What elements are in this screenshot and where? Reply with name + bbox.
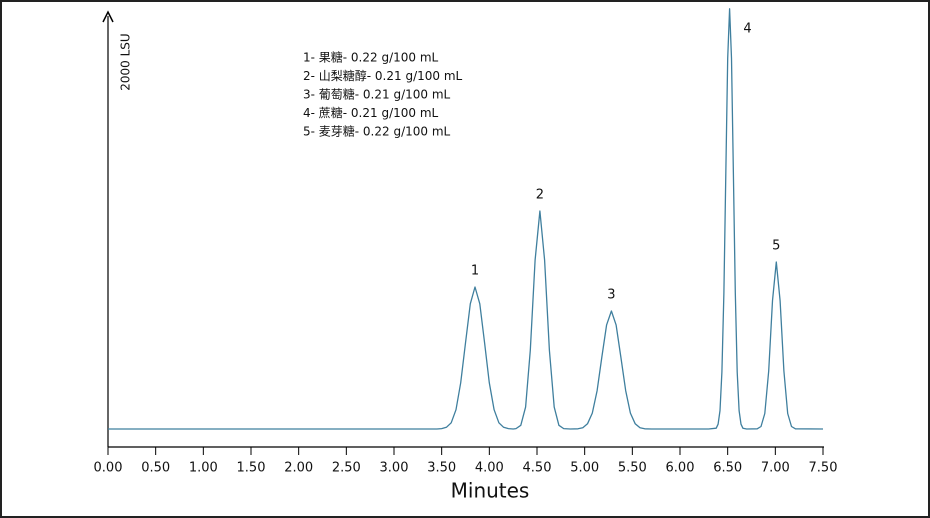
x-tick-label: 5.50 bbox=[618, 461, 647, 476]
legend-note: 4- 蔗糖- 0.21 g/100 mL bbox=[303, 105, 439, 120]
x-tick-label: 3.00 bbox=[380, 461, 409, 476]
x-tick-label: 0.50 bbox=[141, 461, 170, 476]
x-tick-label: 0.00 bbox=[94, 461, 123, 476]
legend-note: 3- 葡萄糖- 0.21 g/100 mL bbox=[303, 87, 451, 102]
peak-label: 4 bbox=[743, 22, 751, 37]
y-axis-label: 2000 LSU bbox=[119, 33, 133, 90]
x-tick-label: 5.00 bbox=[570, 461, 599, 476]
x-tick-label: 6.00 bbox=[666, 461, 695, 476]
x-tick-label: 2.00 bbox=[284, 461, 313, 476]
x-tick-label: 4.00 bbox=[475, 461, 504, 476]
x-tick-label: 7.50 bbox=[809, 461, 838, 476]
x-tick-label: 7.00 bbox=[761, 461, 790, 476]
legend-note: 2- 山梨糖醇- 0.21 g/100 mL bbox=[303, 68, 463, 83]
x-tick-label: 2.50 bbox=[332, 461, 361, 476]
x-tick-label: 1.00 bbox=[189, 461, 218, 476]
x-tick-label: 3.50 bbox=[427, 461, 456, 476]
peak-label: 5 bbox=[772, 238, 780, 253]
x-tick-label: 1.50 bbox=[237, 461, 266, 476]
peak-label: 3 bbox=[607, 288, 615, 303]
legend-note: 5- 麦芽糖- 0.22 g/100 mL bbox=[303, 124, 451, 139]
peak-label: 2 bbox=[536, 188, 544, 203]
x-tick-label: 6.50 bbox=[713, 461, 742, 476]
legend-note: 1- 果糖- 0.22 g/100 mL bbox=[303, 50, 439, 65]
x-tick-label: 4.50 bbox=[523, 461, 552, 476]
y-axis-arrow bbox=[102, 10, 114, 23]
trace bbox=[108, 8, 824, 430]
peak-label: 1 bbox=[471, 263, 479, 278]
x-axis-title: Minutes bbox=[451, 479, 530, 503]
